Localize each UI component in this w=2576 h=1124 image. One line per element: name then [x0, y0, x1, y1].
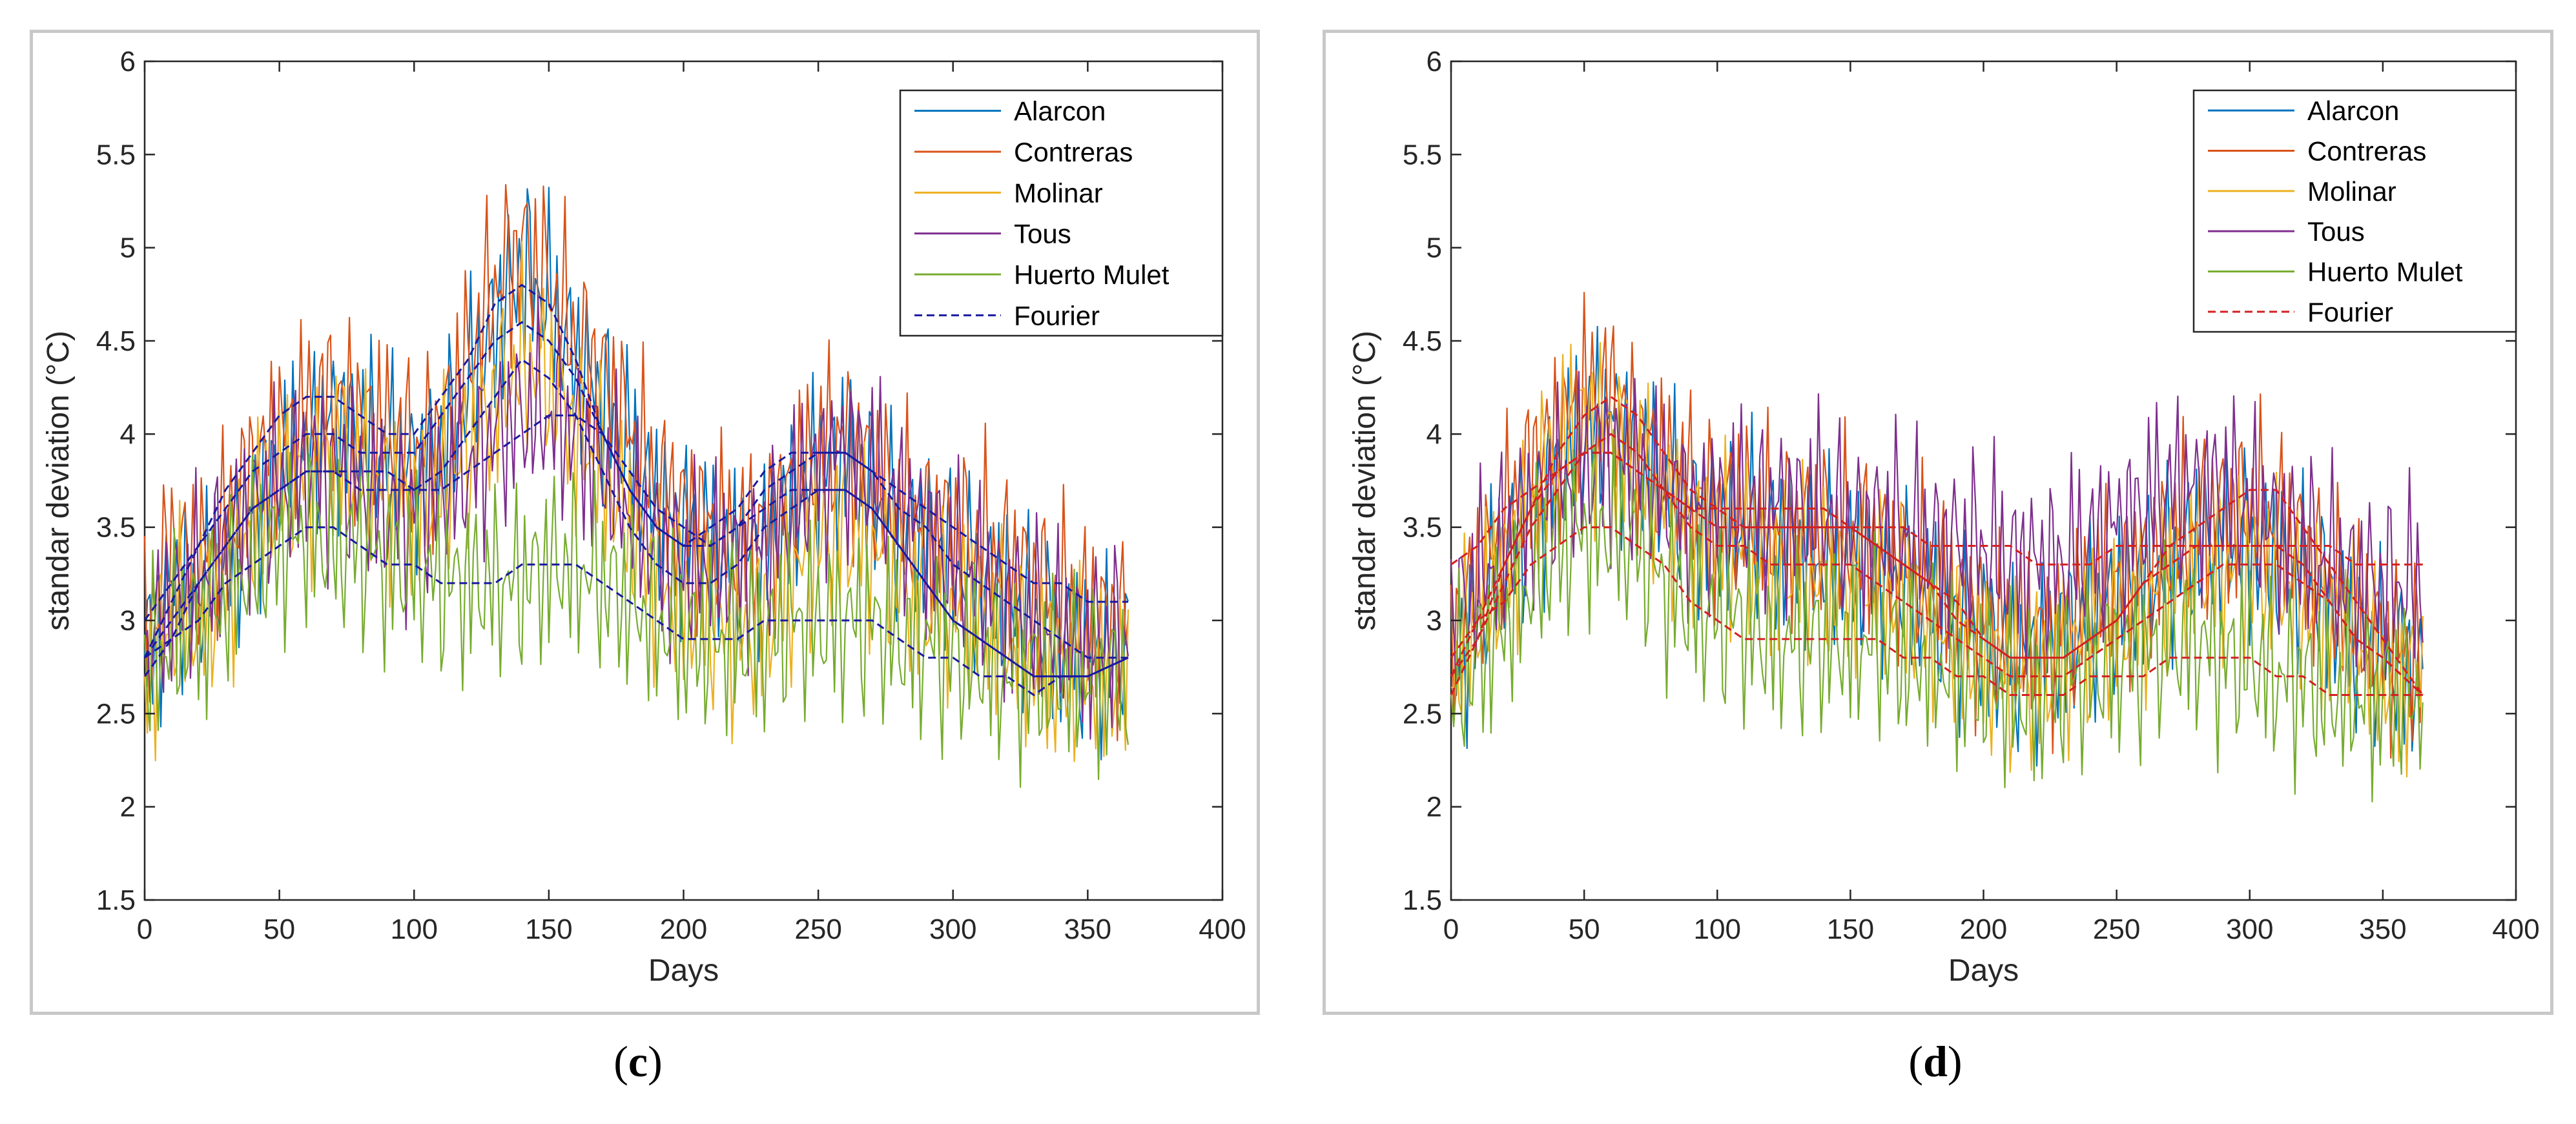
y-tick-label: 5.5 [96, 139, 136, 170]
x-tick-label: 200 [660, 914, 707, 945]
chart-d: 0 50 100 150 200 250 300 350 400 1.5 2 2.5 3 3.5 4 4.5 5… [1348, 46, 2540, 988]
legend-label-fourier: Fourier [2307, 297, 2393, 327]
chart-c: 0 50 100 150 200 250 300 350 400 1.5 2 2.5 3 3.5 4 4.5 5… [41, 46, 1246, 988]
x-tick-label: 150 [1827, 914, 1874, 945]
y-tick-label: 5 [120, 232, 136, 264]
legend-box [899, 89, 1224, 337]
caption-c: (c) [613, 1037, 663, 1086]
chart-panel-d: 0 50 100 150 200 250 300 350 400 1.5 2 2.5 3 3.5 4 4.5 5… [1323, 30, 2553, 1015]
series-line-huerto-mulet [1450, 429, 2424, 802]
fourier-curve-2 [143, 321, 1128, 621]
legend-label-fourier: Fourier [1014, 300, 1100, 331]
legend-label-molinar: Molinar [2307, 176, 2396, 207]
y-tick-label: 1.5 [96, 884, 136, 916]
fourier-curve-1 [1450, 395, 2424, 696]
chart-panel-c: 0 50 100 150 200 250 300 350 400 1.5 2 2.5 3 3.5 4 4.5 5… [30, 30, 1260, 1015]
legend-label-alarcon: Alarcon [1014, 96, 1106, 127]
y-axis-label: standar deviation (°C) [1348, 331, 1382, 631]
x-tick-label: 50 [263, 914, 295, 945]
x-tick-label: 150 [525, 914, 572, 945]
x-axis-label: Days [1948, 954, 2019, 988]
y-tick-label: 4.5 [96, 325, 136, 357]
y-tick-label: 5.5 [1403, 139, 1442, 170]
y-tick-label: 3 [120, 605, 136, 637]
y-tick-label: 1.5 [1403, 884, 1442, 916]
series-line-contreras [1450, 292, 2424, 759]
x-tick-label: 0 [1443, 914, 1459, 945]
fourier-curve-5 [144, 526, 1129, 697]
legend-label-huerto-mulet: Huerto Mulet [2307, 257, 2463, 287]
y-tick-label: 4.5 [1403, 325, 1442, 357]
series-line-molinar [143, 241, 1129, 762]
fourier-curve-5 [1450, 526, 2423, 696]
x-tick-label: 50 [1569, 914, 1600, 945]
x-tick-label: 400 [1199, 914, 1246, 945]
y-axis-label: standar deviation (°C) [41, 331, 76, 631]
legend-label-tous: Tous [2307, 216, 2365, 247]
series-group [1450, 292, 2424, 802]
legend-label-tous: Tous [1014, 219, 1071, 249]
x-tick-label: 100 [391, 914, 438, 945]
x-axis-label: Days [648, 954, 719, 988]
x-tick-label: 400 [2492, 914, 2539, 945]
y-tick-label: 5 [1427, 232, 1442, 264]
y-tick-label: 6 [1427, 46, 1442, 77]
y-tick-label: 4 [1427, 418, 1442, 450]
y-tick-label: 2 [120, 792, 136, 823]
x-tick-label: 350 [1064, 914, 1111, 945]
x-tick-label: 0 [137, 914, 152, 945]
y-tick-label: 2 [1427, 792, 1442, 823]
y-tick-label: 2.5 [1403, 698, 1442, 730]
x-tick-label: 300 [929, 914, 976, 945]
legend-box [2192, 89, 2517, 333]
legend-label-contreras: Contreras [2307, 136, 2426, 167]
series-line-contreras [143, 184, 1129, 742]
caption-d-letter: d [1923, 1037, 1948, 1086]
fourier-curve-4 [1450, 451, 2423, 566]
fourier-curve-4 [143, 414, 1129, 678]
x-tick-label: 300 [2226, 914, 2273, 945]
x-tick-label: 100 [1694, 914, 1741, 945]
y-tick-label: 3 [1427, 605, 1442, 637]
x-tick-label: 250 [794, 914, 841, 945]
caption-d: (d) [1908, 1037, 1963, 1086]
fourier-curve-3 [143, 358, 1129, 678]
legend-label-huerto-mulet: Huerto Mulet [1014, 260, 1170, 290]
x-tick-label: 350 [2359, 914, 2406, 945]
y-tick-label: 6 [120, 46, 136, 77]
y-tick-label: 3.5 [1403, 512, 1442, 544]
legend-label-contreras: Contreras [1014, 137, 1133, 167]
caption-c-letter: c [628, 1037, 648, 1086]
series-group [143, 184, 1129, 788]
fourier-curve-2 [1450, 433, 2424, 696]
legend-label-molinar: Molinar [1014, 178, 1103, 208]
y-tick-label: 2.5 [96, 698, 136, 730]
y-tick-label: 4 [120, 418, 136, 450]
x-tick-label: 250 [2093, 914, 2140, 945]
series-line-huerto-mulet [143, 445, 1129, 788]
legend-label-alarcon: Alarcon [2307, 96, 2399, 126]
x-tick-label: 200 [1960, 914, 2007, 945]
y-tick-label: 3.5 [96, 512, 136, 544]
